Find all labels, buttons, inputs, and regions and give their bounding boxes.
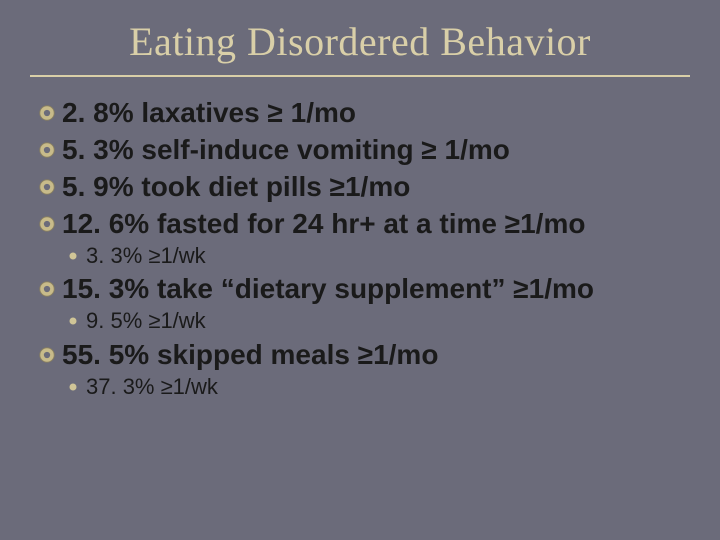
bullet-icon — [38, 280, 56, 298]
sub-bullet-icon — [68, 382, 78, 392]
list-sub-item: 37. 3% ≥1/wk — [30, 374, 690, 400]
list-sub-item: 3. 3% ≥1/wk — [30, 243, 690, 269]
list-item: 5. 9% took diet pills ≥1/mo — [30, 169, 690, 204]
list-item: 5. 3% self-induce vomiting ≥ 1/mo — [30, 132, 690, 167]
slide: Eating Disordered Behavior 2. 8% laxativ… — [0, 0, 720, 540]
list-item-text: 2. 8% laxatives ≥ 1/mo — [62, 95, 356, 130]
slide-content: 2. 8% laxatives ≥ 1/mo 5. 3% self-induce… — [30, 95, 690, 520]
list-item-text: 5. 3% self-induce vomiting ≥ 1/mo — [62, 132, 510, 167]
list-item: 2. 8% laxatives ≥ 1/mo — [30, 95, 690, 130]
list-item: 15. 3% take “dietary supplement” ≥1/mo — [30, 271, 690, 306]
slide-title: Eating Disordered Behavior — [30, 18, 690, 77]
bullet-icon — [38, 346, 56, 364]
bullet-icon — [38, 178, 56, 196]
list-item-text: 55. 5% skipped meals ≥1/mo — [62, 337, 438, 372]
sub-bullet-icon — [68, 251, 78, 261]
list-sub-item-text: 37. 3% ≥1/wk — [86, 374, 218, 400]
bullet-icon — [38, 215, 56, 233]
sub-bullet-icon — [68, 316, 78, 326]
list-sub-item-text: 9. 5% ≥1/wk — [86, 308, 206, 334]
list-item-text: 5. 9% took diet pills ≥1/mo — [62, 169, 410, 204]
list-item: 55. 5% skipped meals ≥1/mo — [30, 337, 690, 372]
list-item-text: 12. 6% fasted for 24 hr+ at a time ≥1/mo — [62, 206, 585, 241]
list-sub-item-text: 3. 3% ≥1/wk — [86, 243, 206, 269]
bullet-icon — [38, 104, 56, 122]
list-item: 12. 6% fasted for 24 hr+ at a time ≥1/mo — [30, 206, 690, 241]
list-sub-item: 9. 5% ≥1/wk — [30, 308, 690, 334]
list-item-text: 15. 3% take “dietary supplement” ≥1/mo — [62, 271, 594, 306]
bullet-icon — [38, 141, 56, 159]
